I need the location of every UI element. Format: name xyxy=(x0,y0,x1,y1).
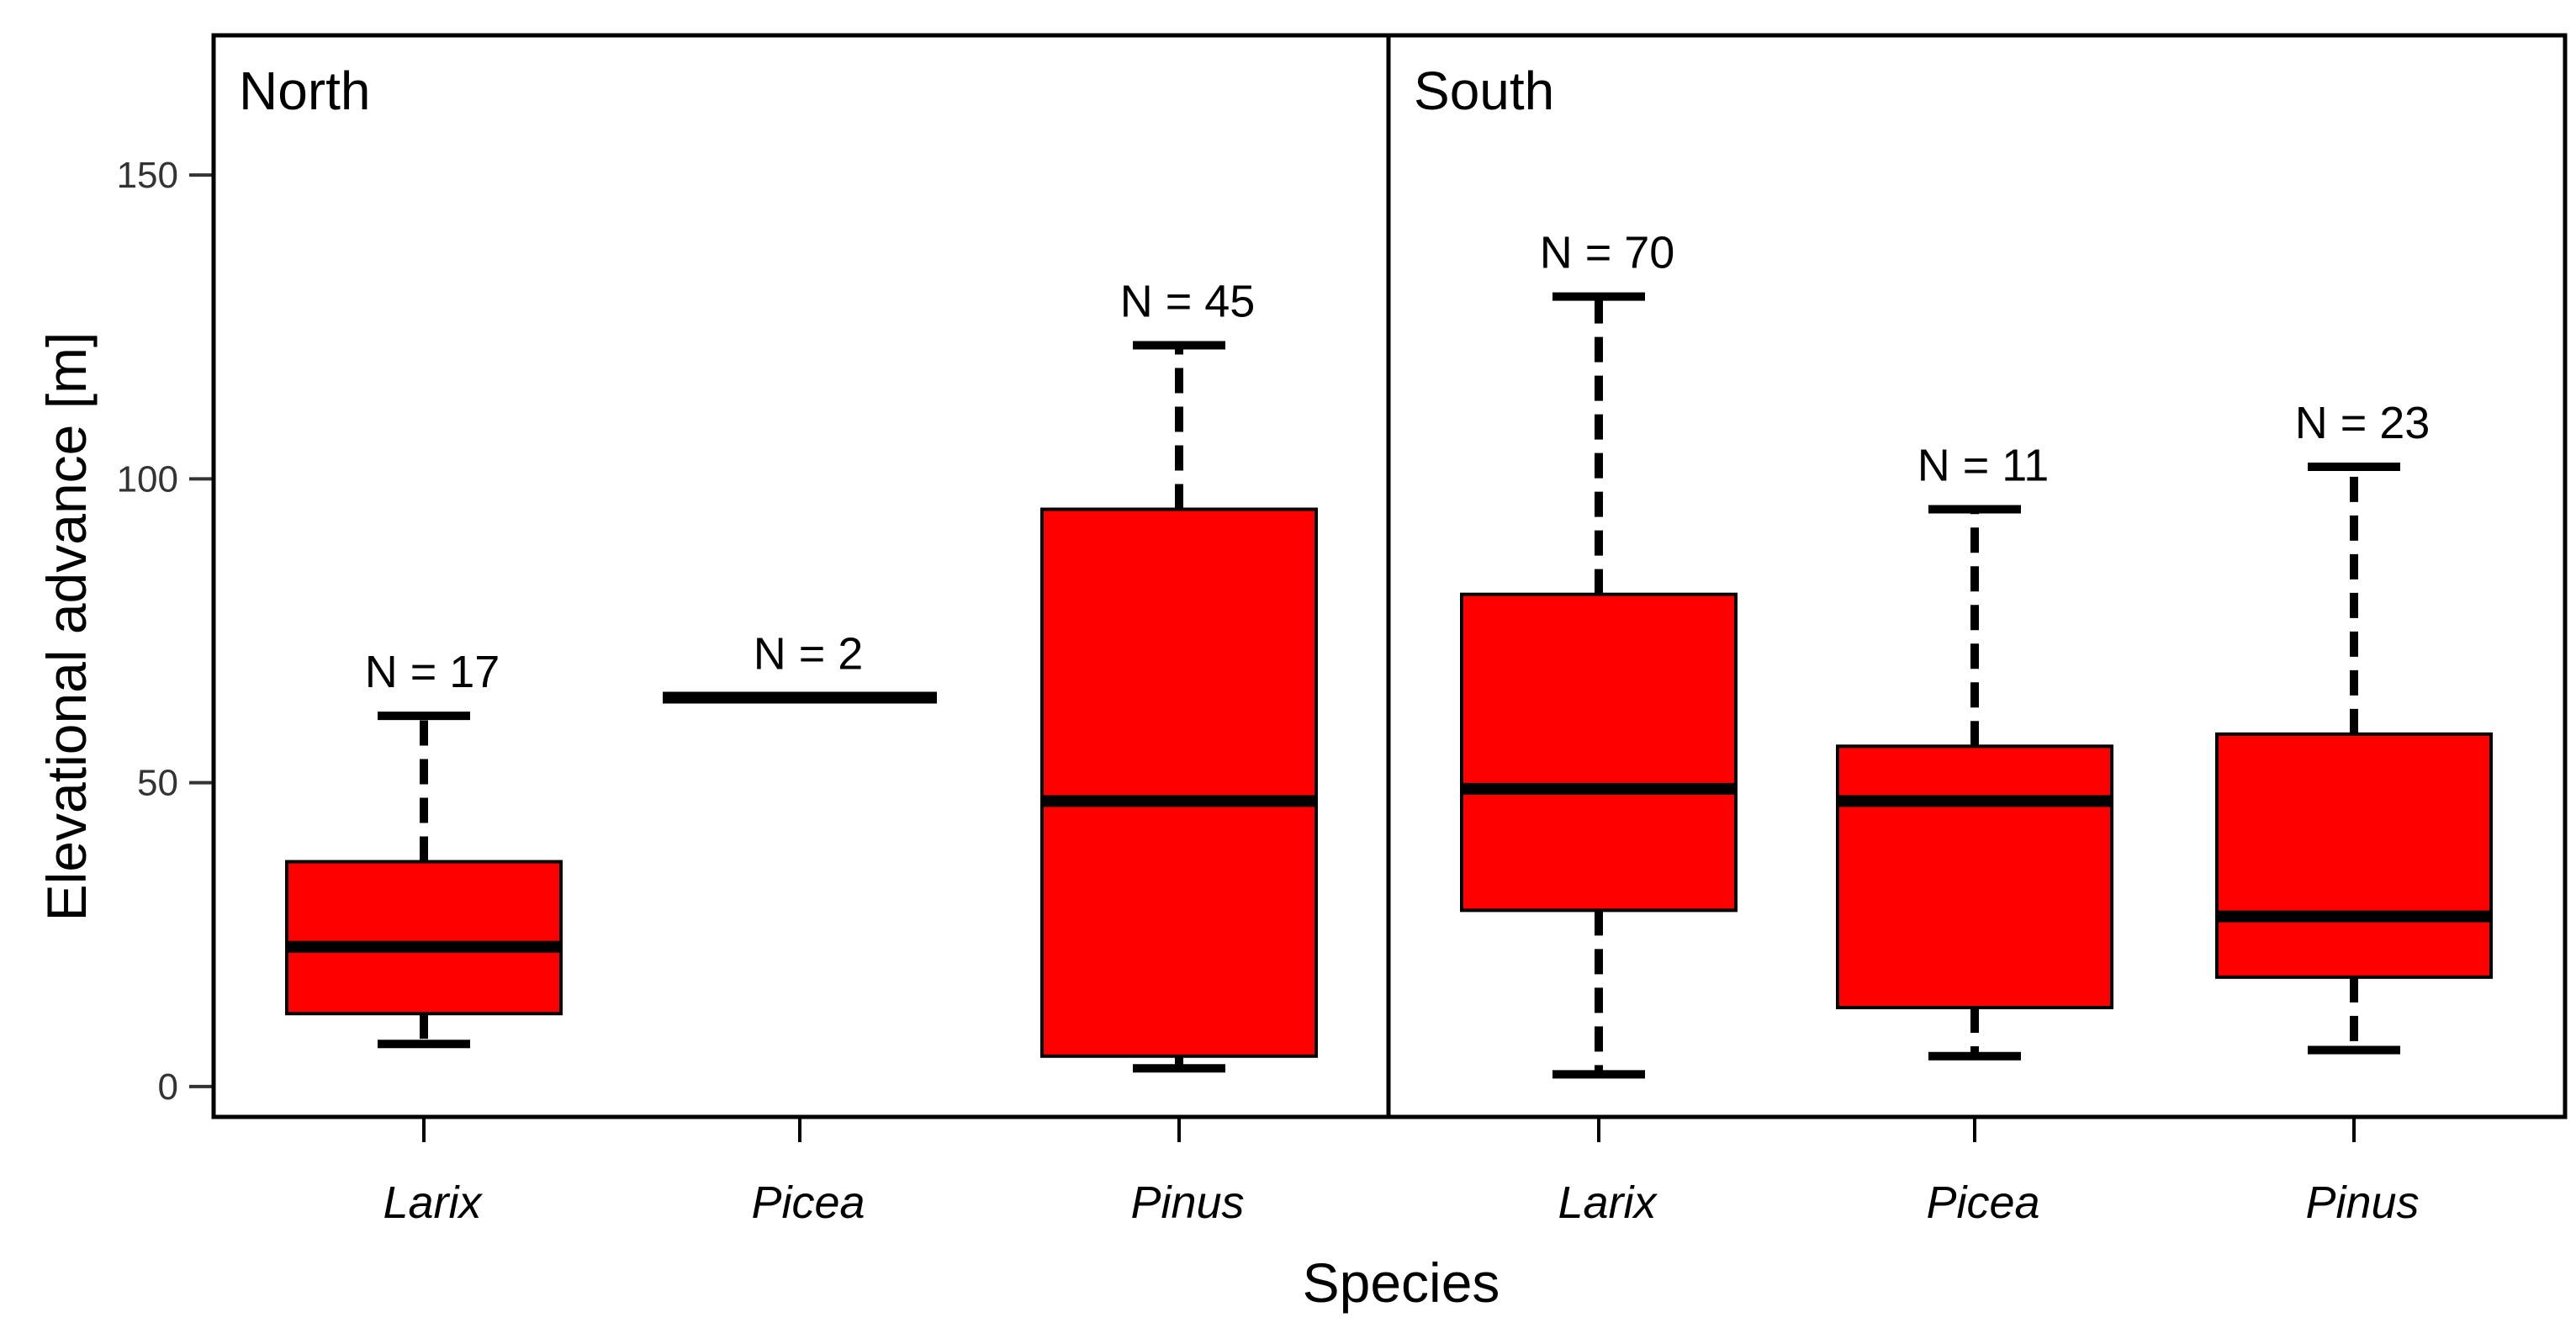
x-tick-label: Larix xyxy=(383,1177,483,1228)
panel-south: South Larix N = 70 Picea N = 11 Pinus N = 23 xyxy=(1386,33,2568,1228)
panel-label: North xyxy=(239,61,371,121)
n-label: N = 2 xyxy=(754,628,864,679)
box-larix: Larix N = 17 xyxy=(285,647,563,1228)
y-axis: 0 50 100 150 xyxy=(117,155,214,1108)
y-tick-label: 150 xyxy=(117,155,178,196)
n-label: N = 17 xyxy=(365,647,500,697)
iqr-box xyxy=(2215,732,2493,979)
n-label: N = 45 xyxy=(1120,276,1256,326)
box-pinus: Pinus N = 23 xyxy=(2215,398,2493,1228)
box-pinus: Pinus N = 45 xyxy=(1040,276,1318,1228)
box-larix: Larix N = 70 xyxy=(1460,228,1738,1228)
iqr-box xyxy=(1460,592,1738,913)
x-tick-label: Picea xyxy=(1926,1177,2039,1228)
y-tick-label: 50 xyxy=(137,763,178,804)
x-tick-label: Larix xyxy=(1558,1177,1658,1228)
n-label: N = 11 xyxy=(1917,441,2050,491)
x-tick-label: Pinus xyxy=(2305,1177,2419,1228)
y-tick-label: 100 xyxy=(117,458,178,500)
panel-north: North Larix N = 17 Picea N = 2 Pinus N = 45 xyxy=(211,33,1391,1228)
panels: North Larix N = 17 Picea N = 2 Pinus N = 45 Sou… xyxy=(211,33,2568,1228)
y-tick-label: 0 xyxy=(158,1066,178,1108)
iqr-box xyxy=(285,860,563,1016)
x-tick-label: Picea xyxy=(751,1177,865,1228)
x-tick-label: Pinus xyxy=(1130,1177,1244,1228)
box-picea: Picea N = 2 xyxy=(663,628,937,1228)
y-axis-title: Elevational advance [m] xyxy=(35,332,98,922)
panel-label: South xyxy=(1414,61,1554,121)
panel-frame xyxy=(1386,33,2568,1119)
box-picea: Picea N = 11 xyxy=(1836,441,2113,1228)
iqr-box xyxy=(1836,744,2113,1009)
iqr-box xyxy=(1040,507,1318,1058)
n-label: N = 70 xyxy=(1540,228,1675,278)
x-axis-title: Species xyxy=(1303,1251,1500,1314)
n-label: N = 23 xyxy=(2295,398,2431,448)
